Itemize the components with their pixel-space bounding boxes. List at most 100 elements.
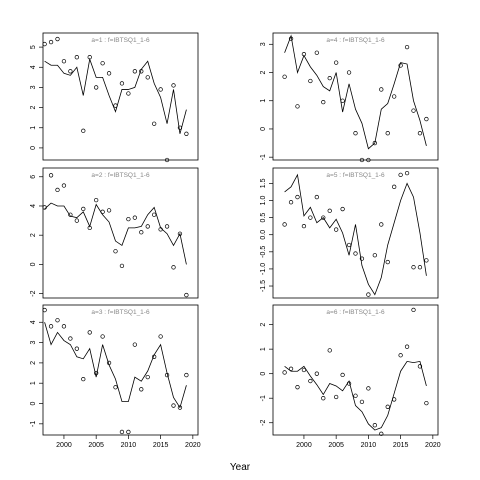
data-point	[314, 371, 319, 376]
data-point	[132, 69, 137, 74]
data-point	[359, 256, 365, 261]
data-point	[334, 394, 339, 400]
data-point	[353, 393, 358, 398]
data-point	[282, 370, 287, 375]
y-tick-label: 6	[30, 175, 37, 179]
y-tick-label: 0	[260, 127, 267, 131]
data-point	[392, 94, 397, 99]
data-point	[321, 215, 326, 220]
data-point	[417, 364, 423, 369]
data-point	[417, 265, 423, 270]
data-point	[126, 216, 131, 222]
data-point	[411, 108, 416, 113]
data-point	[94, 197, 99, 203]
y-tick-label: 1	[30, 381, 37, 385]
fit-line	[284, 360, 427, 431]
data-point	[87, 330, 92, 335]
data-point	[184, 372, 189, 378]
data-point	[126, 91, 131, 96]
panel-strip: a=6 : f=IBTSQ1_1-6	[326, 309, 385, 316]
data-point	[404, 344, 410, 349]
y-tick-label: 1.0	[260, 196, 267, 206]
data-point	[334, 227, 339, 232]
data-point	[282, 222, 287, 227]
data-point	[288, 366, 294, 371]
data-point	[48, 324, 54, 329]
panel-strip: a=4 : f=IBTSQ1_1-6	[326, 37, 385, 44]
panel-strip: a=1 : f=IBTSQ1_1-6	[91, 37, 150, 44]
y-tick-label: 1	[30, 126, 37, 130]
data-point	[366, 157, 371, 163]
data-point	[81, 206, 86, 212]
data-point	[126, 429, 131, 435]
data-point	[132, 342, 137, 347]
fit-line	[44, 202, 187, 265]
data-point	[48, 39, 54, 45]
data-point	[42, 307, 47, 313]
data-point	[385, 259, 390, 265]
data-point	[327, 348, 332, 353]
panel-frame	[42, 167, 199, 299]
panel-frame	[272, 304, 439, 436]
data-point	[295, 194, 300, 200]
data-point	[424, 400, 429, 406]
data-point	[119, 263, 125, 269]
data-point	[81, 376, 86, 382]
data-point	[94, 85, 99, 90]
y-tick-label: 2	[30, 106, 37, 110]
data-point	[321, 396, 326, 401]
data-point	[288, 200, 294, 205]
data-point	[145, 374, 150, 380]
data-point	[334, 60, 339, 65]
data-point	[301, 367, 307, 373]
x-tick-label: 2015	[393, 442, 409, 449]
x-tick-label: 2000	[56, 442, 72, 449]
data-point	[411, 307, 416, 313]
data-point	[158, 87, 163, 92]
data-point	[424, 258, 429, 263]
data-point	[152, 121, 157, 126]
data-point	[74, 346, 79, 351]
data-point	[158, 334, 163, 339]
panel-frame	[42, 32, 199, 161]
y-tick-label: -1	[260, 154, 267, 160]
y-tick-label: 3	[30, 85, 37, 89]
y-tick-label: 1	[260, 99, 267, 103]
data-point	[366, 386, 371, 391]
panel-strip: a=2 : f=IBTSQ1_1-6	[91, 172, 150, 179]
data-point	[113, 385, 118, 390]
y-tick-label: -1.5	[260, 280, 267, 292]
data-point	[164, 157, 170, 163]
y-tick-label: 0	[260, 372, 267, 376]
y-tick-label: 0.0	[260, 230, 267, 240]
data-point	[139, 230, 144, 235]
data-point	[366, 292, 371, 297]
y-tick-label: 0	[30, 146, 37, 150]
x-tick-label: 2005	[328, 442, 344, 449]
y-tick-label: 4	[30, 320, 37, 324]
y-tick-label: 0.5	[260, 213, 267, 223]
data-point	[417, 131, 423, 136]
data-point	[308, 215, 313, 220]
y-tick-label: 5	[30, 45, 37, 49]
x-tick-label: 2010	[361, 442, 377, 449]
data-point	[42, 41, 47, 47]
panel-strip: a=5 : f=IBTSQ1_1-6	[326, 172, 385, 179]
y-tick-label: -1	[30, 421, 37, 427]
data-point	[68, 336, 73, 341]
y-tick-label: 2	[260, 323, 267, 327]
data-point	[398, 353, 403, 358]
panel-frame	[272, 167, 439, 299]
x-axis-label: Year	[230, 462, 251, 473]
data-point	[411, 265, 416, 270]
data-point	[184, 131, 189, 136]
y-tick-label: -2	[30, 290, 37, 296]
data-point	[308, 78, 313, 84]
data-point	[346, 242, 352, 248]
data-point	[379, 431, 384, 436]
data-point	[106, 71, 112, 76]
y-tick-label: 0	[30, 262, 37, 266]
data-point	[171, 265, 176, 270]
data-point	[379, 222, 384, 227]
